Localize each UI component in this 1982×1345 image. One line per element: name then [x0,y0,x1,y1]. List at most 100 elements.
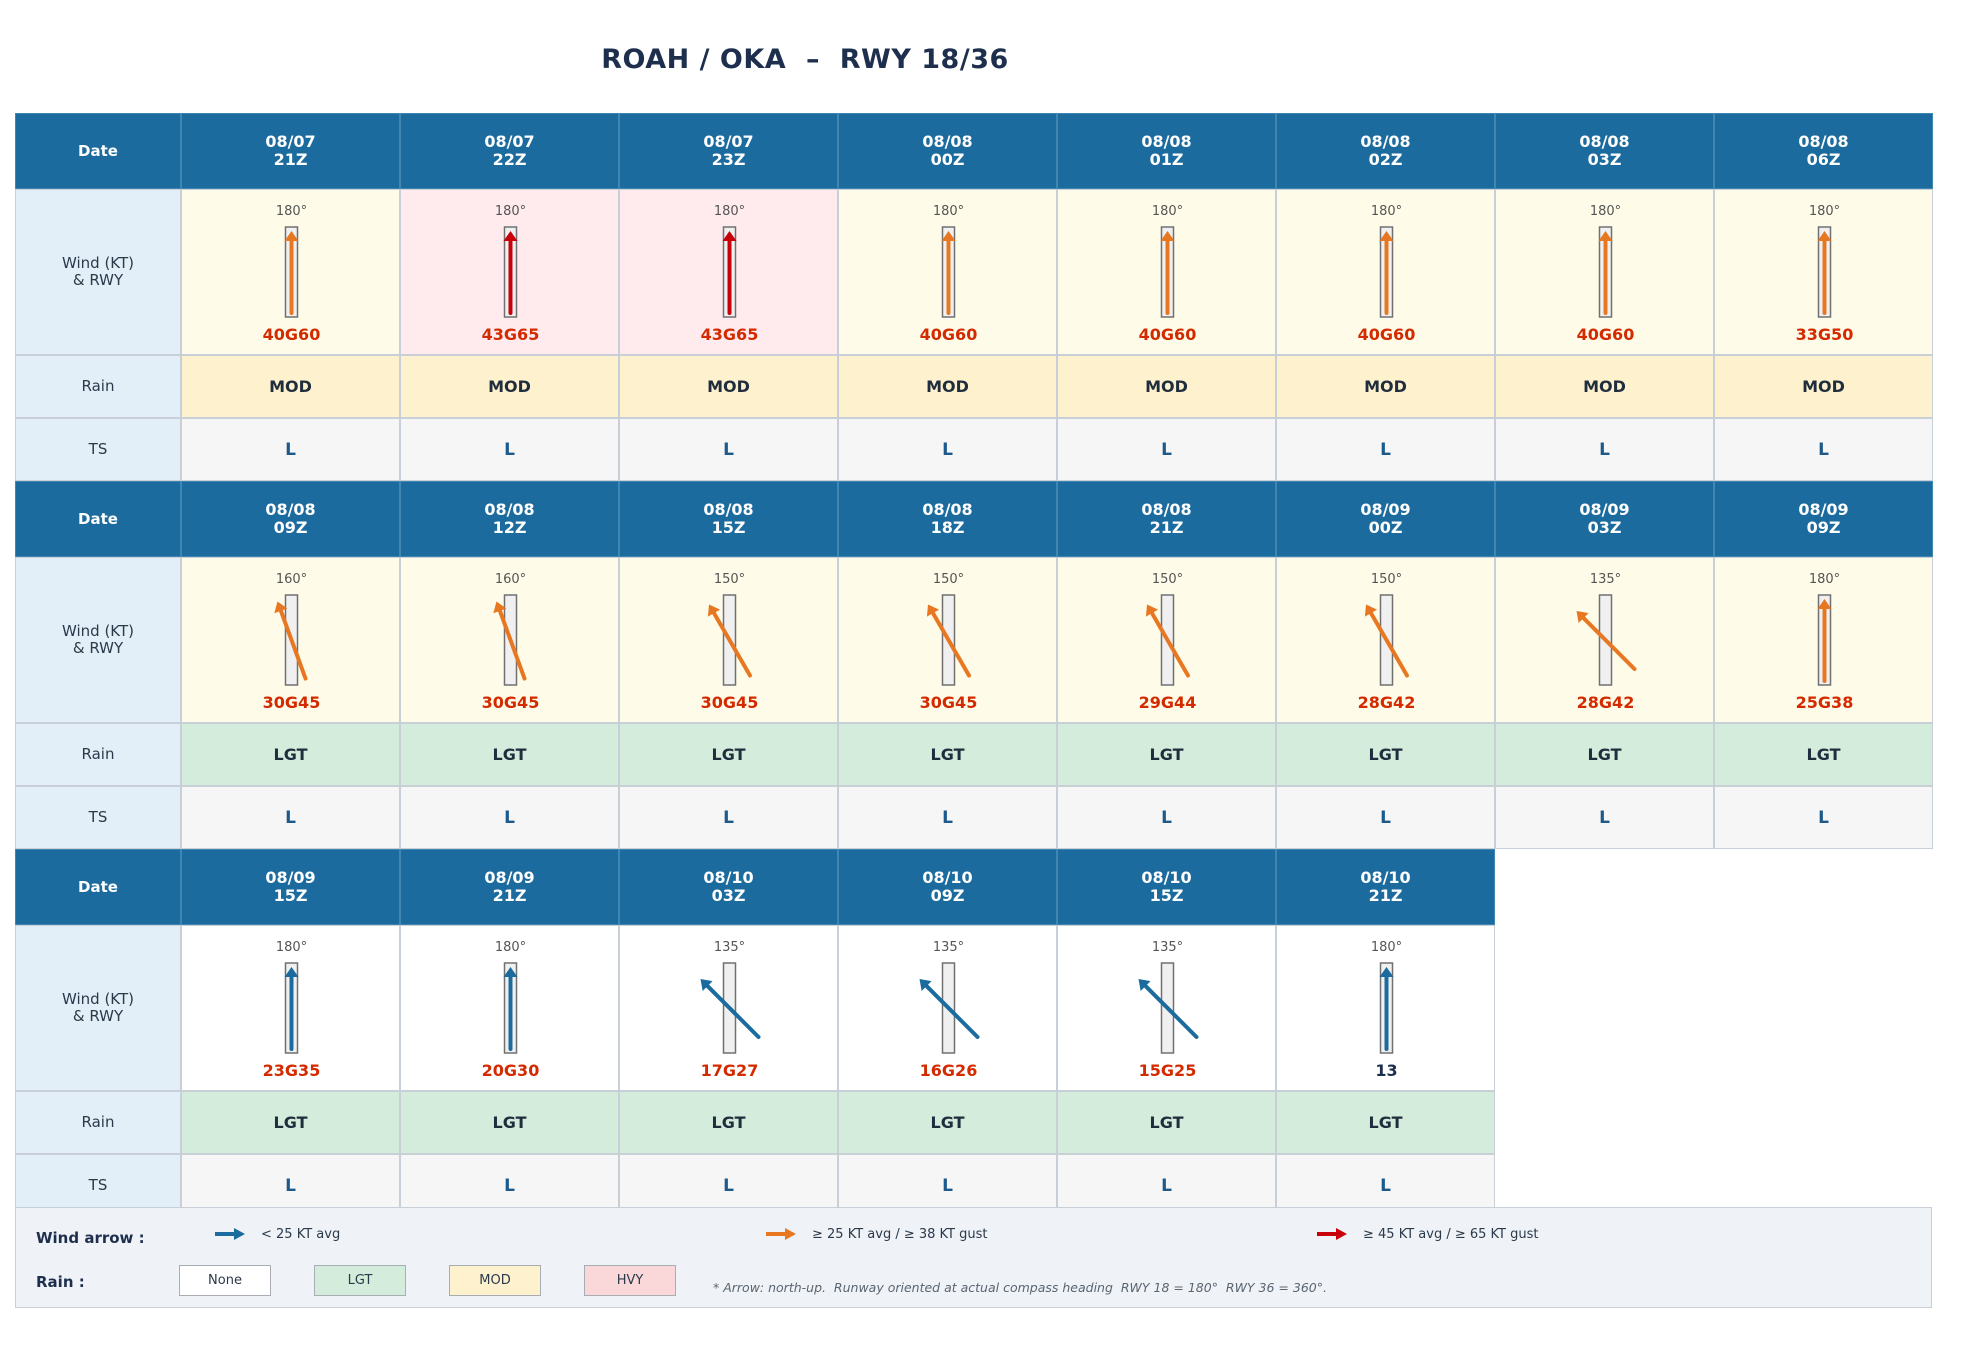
wind-speed-label: 33G50 [1796,325,1854,344]
rain-cell: LGT [181,723,400,786]
wind-speed-label: 30G45 [701,693,759,712]
wind-speed-label: 30G45 [482,693,540,712]
rain-cell: MOD [1276,355,1495,418]
wind-arrow [1581,616,1637,671]
wind-cell: 135° 15G25 [1057,925,1276,1091]
wind-cell: 180° 40G60 [1495,189,1714,355]
rain-cell: MOD [1495,355,1714,418]
wind-speed-label: 43G65 [701,325,759,344]
rain-cell: LGT [1276,723,1495,786]
row-label-wind-line: & RWY [72,1007,124,1025]
ts-cell: L [1714,786,1933,849]
wind-cell: 180° 43G65 [400,189,619,355]
row-label-date: Date [15,849,181,925]
ts-cell: L [619,418,838,481]
wind-cell: 180° 13 [1276,925,1495,1091]
wind-diagram: 135° 28G42 [1576,572,1637,712]
wind-arrowhead [274,601,288,614]
date-header: 08/07 23Z [619,113,838,189]
date-header: 08/07 21Z [181,113,400,189]
wind-arrowhead [700,979,713,992]
wind-cell: 135° 28G42 [1495,557,1714,723]
ts-cell: L [1276,418,1495,481]
date-header: 08/08 12Z [400,481,619,557]
wind-speed-label: 23G35 [263,1061,321,1080]
wind-direction-label: 180° [1371,940,1402,955]
legend-wind-item: ≥ 45 KT avg / ≥ 65 KT gust [1315,1226,1539,1242]
legend-wind-item: ≥ 25 KT avg / ≥ 38 KT gust [764,1226,988,1242]
wind-arrowhead [926,604,940,617]
row-label-rain: Rain [15,355,181,418]
wind-arrowhead [1145,604,1159,617]
ts-cell: L [838,418,1057,481]
wind-diagram: 135° 16G26 [919,940,980,1080]
rain-cell: LGT [619,723,838,786]
row-label-wind-line: Wind (KT) [61,990,134,1008]
wind-diagram: 150° 30G45 [920,572,978,712]
wind-direction-label: 180° [933,204,964,219]
header-date: 08/09 [1579,500,1630,519]
row-label-wind: Wind (KT) & RWY [15,925,181,1091]
header-time: 09Z [1806,518,1841,537]
date-header: 08/09 00Z [1276,481,1495,557]
rain-cell: MOD [1057,355,1276,418]
wind-diagram: 180° 33G50 [1796,204,1854,344]
wind-diagram: 180° 40G60 [1577,204,1635,344]
legend-wind-label: ≥ 45 KT avg / ≥ 65 KT gust [1363,1226,1539,1242]
row-label-date: Date [15,481,181,557]
date-header: 08/08 18Z [838,481,1057,557]
wind-arrowhead [1817,231,1832,241]
header-date: 08/10 [1141,868,1192,887]
header-time: 09Z [930,886,965,905]
wind-arrowhead [503,231,518,241]
wind-speed-label: 25G38 [1796,693,1854,712]
wind-speed-label: 13 [1375,1061,1397,1080]
wind-speed-label: 43G65 [482,325,540,344]
ts-cell: L [838,1154,1057,1217]
wind-direction-label: 180° [276,940,307,955]
wind-arrowhead [1576,611,1589,624]
wind-cell: 160° 30G45 [400,557,619,723]
rain-cell: LGT [1057,723,1276,786]
rain-cell: LGT [400,1091,619,1154]
wind-arrowhead [493,601,507,614]
wind-direction-label: 180° [1590,204,1621,219]
wind-arrowhead [1379,231,1394,241]
wind-direction-label: 150° [714,572,745,587]
date-header: 08/10 03Z [619,849,838,925]
wind-cell: 180° 40G60 [838,189,1057,355]
wind-cell: 180° 25G38 [1714,557,1933,723]
header-date: 08/09 [1360,500,1411,519]
row-label-wind: Wind (KT) & RWY [15,557,181,723]
wind-arrowhead [1817,599,1832,609]
wind-arrow [1369,611,1409,678]
wind-arrow [924,984,980,1039]
wind-cell: 180° 20G30 [400,925,619,1091]
header-time: 03Z [1587,518,1622,537]
legend-wind-title: Wind arrow : [36,1229,145,1247]
header-date: 08/07 [703,132,754,151]
ts-cell: L [838,786,1057,849]
wind-arrow [1143,984,1199,1039]
date-header: 08/08 03Z [1495,113,1714,189]
date-header: 08/08 02Z [1276,113,1495,189]
wind-direction-label: 160° [276,572,307,587]
header-date: 08/08 [922,500,973,519]
legend-rain-swatch: None [179,1265,271,1296]
date-header: 08/08 01Z [1057,113,1276,189]
wind-arrowhead [707,604,721,617]
header-time: 15Z [273,886,308,905]
row-label-ts: TS [15,418,181,481]
date-header: 08/08 06Z [1714,113,1933,189]
header-date: 08/08 [1579,132,1630,151]
wind-diagram: 150° 29G44 [1139,572,1197,712]
header-date: 08/08 [484,500,535,519]
wind-direction-label: 180° [495,204,526,219]
rain-cell: LGT [1495,723,1714,786]
ts-cell: L [181,418,400,481]
wind-arrowhead [941,231,956,241]
wind-diagram: 180° 43G65 [701,204,759,344]
wind-cell: 150° 29G44 [1057,557,1276,723]
wind-diagram: 150° 30G45 [701,572,759,712]
wind-speed-label: 20G30 [482,1061,540,1080]
